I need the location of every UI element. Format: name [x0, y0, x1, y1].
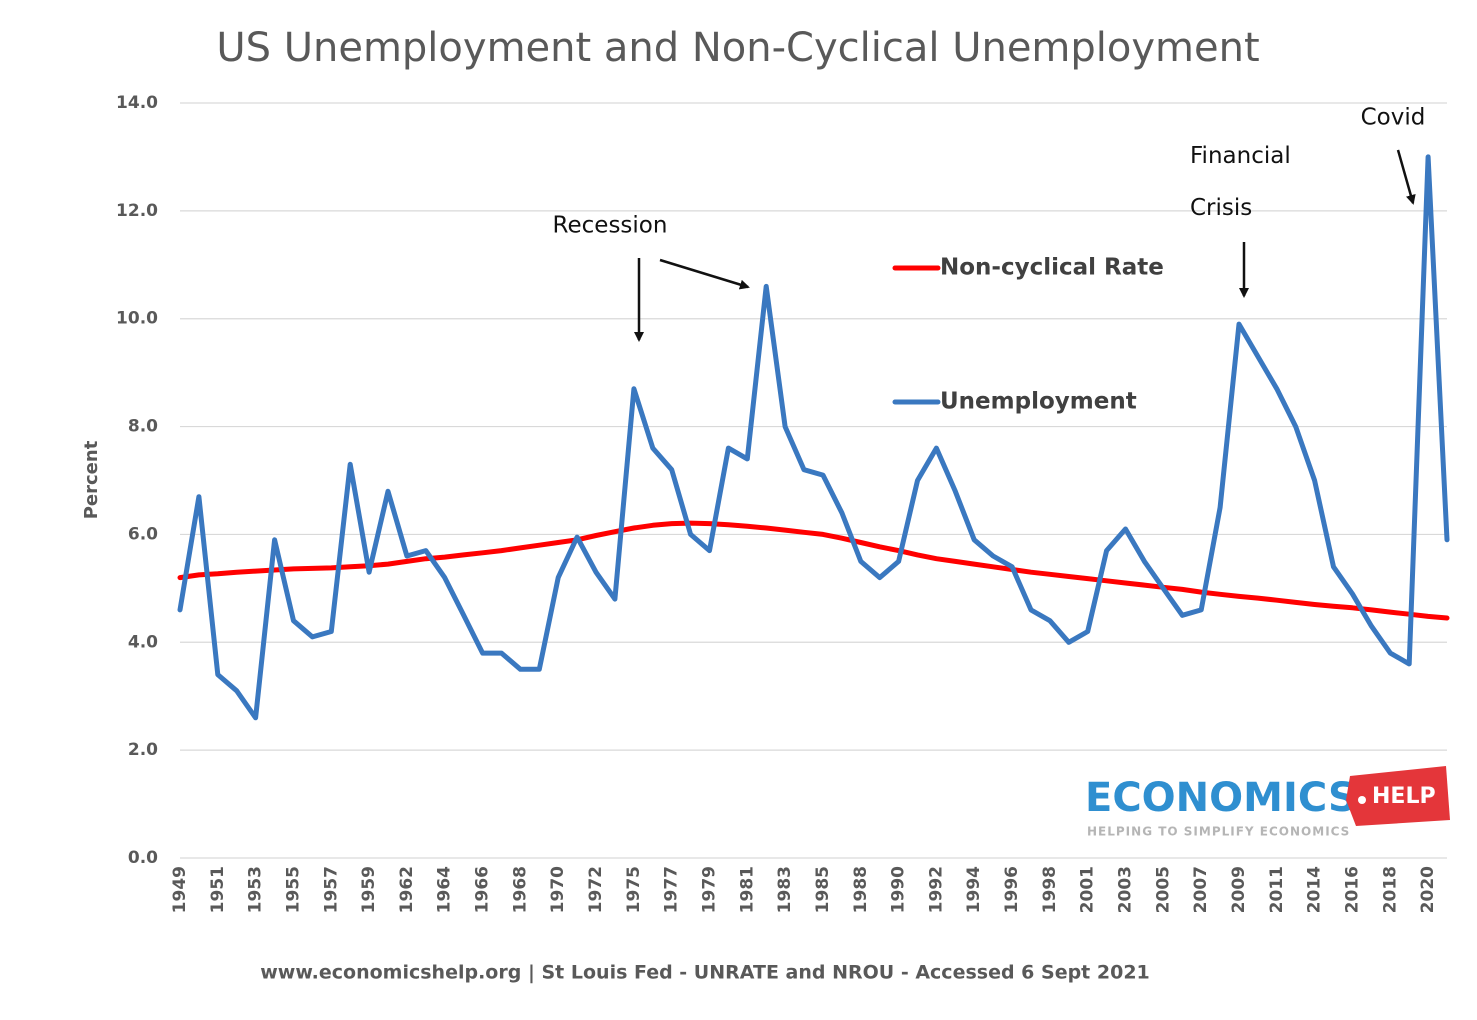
x-tick-label: 1968 [510, 866, 530, 913]
x-tick-label: 2018 [1380, 866, 1400, 913]
x-tick-label: 1985 [813, 866, 833, 913]
x-tick-label: 2020 [1418, 866, 1438, 913]
annotation: Covid [1361, 105, 1426, 131]
x-tick-label: 2016 [1342, 866, 1362, 913]
x-tick-label: 1966 [473, 866, 493, 913]
x-tick-label: 1988 [851, 866, 871, 913]
logo-badge: HELP [1372, 784, 1436, 809]
x-tick-label: 2001 [1078, 866, 1098, 913]
arrow [659, 258, 750, 290]
y-tick-label: 14.0 [116, 93, 158, 113]
legend-label: Non-cyclical Rate [940, 255, 1164, 281]
y-tick-label: 6.0 [128, 524, 158, 544]
source-note: www.economicshelp.org | St Louis Fed - U… [260, 962, 1150, 984]
logo: ECONOMICS HELP HELPING TO SIMPLIFY ECONO… [1085, 766, 1450, 839]
x-tick-label: 2011 [1267, 866, 1287, 913]
arrow [1396, 149, 1416, 205]
x-tick-label: 1949 [170, 866, 190, 913]
x-tick-label: 1996 [1002, 866, 1022, 913]
y-tick-label: 8.0 [128, 417, 158, 437]
legend-label: Unemployment [940, 389, 1137, 415]
annotation: Recession [553, 213, 668, 239]
logo-name: ECONOMICS [1085, 775, 1357, 821]
x-tick-label: 1951 [208, 866, 228, 913]
y-tick-label: 12.0 [116, 201, 158, 221]
x-tick-label: 1994 [964, 866, 984, 913]
x-tick-label: 1981 [737, 866, 757, 913]
x-tick-label: 1964 [435, 866, 455, 913]
x-tick-label: 2005 [1153, 866, 1173, 913]
x-tick-label: 1953 [246, 866, 266, 913]
x-tick-label: 2007 [1191, 866, 1211, 913]
x-tick-label: 1977 [662, 866, 682, 913]
x-tick-label: 1998 [1040, 866, 1060, 913]
x-tick-label: 2009 [1229, 866, 1249, 913]
y-tick-label: 4.0 [128, 632, 158, 652]
x-tick-label: 1979 [699, 866, 719, 913]
line-series [177, 154, 1450, 721]
y-tick-label: 2.0 [128, 740, 158, 760]
logo-hole [1358, 796, 1366, 804]
x-tick-label: 1990 [889, 866, 909, 913]
x-tick-label: 1962 [397, 866, 417, 913]
logo-tag [1346, 766, 1450, 826]
logo-tagline: HELPING TO SIMPLIFY ECONOMICS [1087, 825, 1350, 839]
x-tick-label: 1955 [283, 866, 303, 913]
x-tick-label: 1972 [586, 866, 606, 913]
x-tick-label: 1970 [548, 866, 568, 913]
y-tick-label: 10.0 [116, 309, 158, 329]
x-tick-label: 1992 [926, 866, 946, 913]
x-tick-label: 2014 [1305, 866, 1325, 913]
y-axis-label: Percent [81, 440, 102, 519]
x-tick-label: 1957 [321, 866, 341, 913]
x-tick-label: 1983 [775, 866, 795, 913]
x-tick-label: 2003 [1116, 866, 1136, 913]
x-tick-label: 1975 [624, 866, 644, 913]
annotation: Financial Crisis [1190, 143, 1291, 221]
x-tick-label: 1959 [359, 866, 379, 913]
y-tick-label: 0.0 [128, 848, 158, 868]
chart-title: US Unemployment and Non-Cyclical Unemplo… [216, 25, 1259, 71]
line-series [177, 520, 1450, 621]
